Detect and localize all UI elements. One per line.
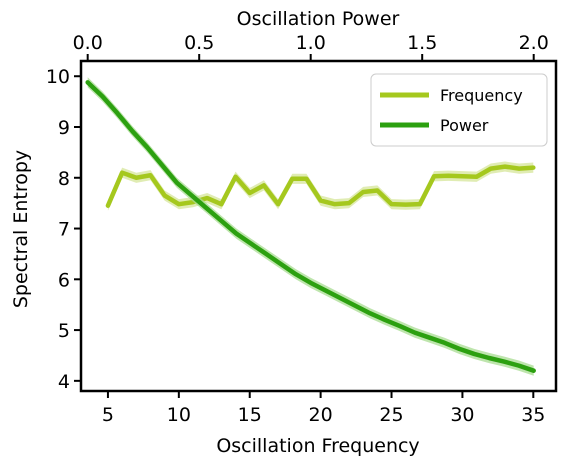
series-line-frequency [105, 164, 536, 208]
legend-label-frequency: Frequency [440, 86, 523, 105]
x-tick-label: 25 [379, 404, 403, 426]
legend-label-power: Power [440, 116, 489, 135]
top-tick-label: 1.0 [296, 32, 326, 54]
y-axis-title: Spectral Entropy [10, 150, 32, 308]
top-tick-label: 1.5 [407, 32, 437, 54]
data-lines [85, 77, 536, 376]
y-tick-label: 6 [58, 269, 70, 291]
x-tick-label: 20 [309, 404, 333, 426]
top-tick-label: 0.5 [184, 32, 214, 54]
x-tick-label: 30 [450, 404, 474, 426]
top-tick-label: 2.0 [519, 32, 549, 54]
y-tick-label: 8 [58, 168, 70, 190]
plot-frame [79, 59, 558, 393]
x-axis-top: 0.0 0.5 1.0 1.5 2.0 [73, 32, 549, 61]
y-tick-label: 5 [58, 320, 70, 342]
x-tick-label: 35 [521, 404, 545, 426]
series-line-power [85, 80, 536, 373]
top-axis-title: Oscillation Power [237, 8, 400, 30]
confidence-band-frequency [107, 161, 534, 211]
y-tick-label: 7 [58, 219, 70, 241]
y-tick-label: 10 [46, 66, 70, 88]
top-tick-label: 0.0 [73, 32, 103, 54]
legend: Frequency Power [370, 73, 548, 147]
x-tick-label: 10 [167, 404, 191, 426]
y-tick-label: 9 [58, 117, 70, 139]
y-tick-label: 4 [58, 371, 70, 393]
y-axis: 4 5 6 7 8 9 10 [46, 66, 81, 393]
x-axis-bottom: 5 10 15 20 25 30 35 [102, 391, 545, 426]
legend-box [370, 73, 548, 147]
x-tick-label: 15 [238, 404, 262, 426]
x-axis-title: Oscillation Frequency [216, 435, 419, 457]
x-tick-label: 5 [102, 404, 114, 426]
